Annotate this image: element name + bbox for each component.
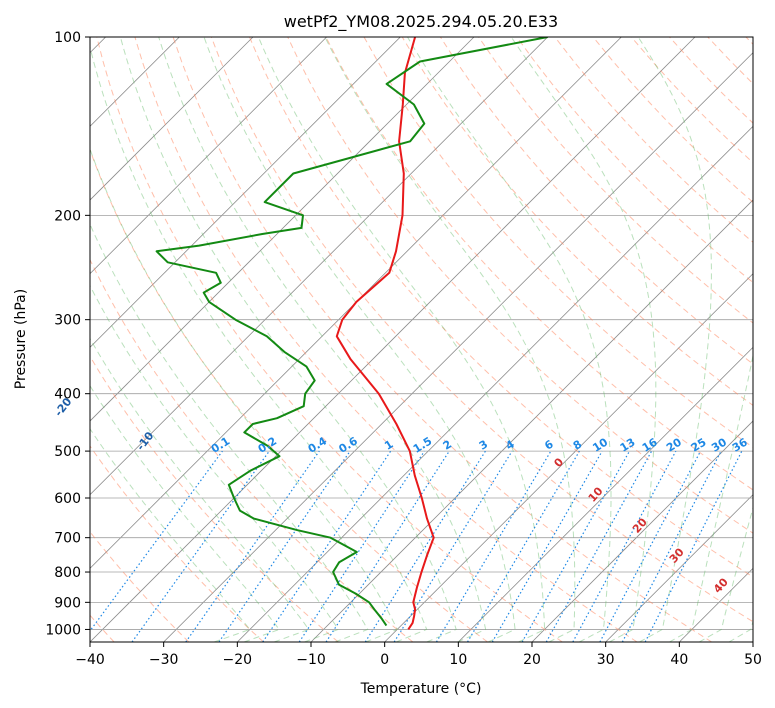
y-tick-label: 200 [54,208,81,224]
mixing-ratio-line [572,450,677,642]
isotherm-line [605,494,753,642]
chart-title: wetPf2_YM08.2025.294.05.20.E33 [284,12,558,32]
y-tick-label: 700 [54,531,81,547]
x-tick-label: 40 [670,652,688,668]
x-tick-label: −20 [223,652,253,668]
y-tick-label: 600 [54,491,81,507]
y-tick-label: 500 [54,444,81,460]
dry-adiabat-line [90,355,339,642]
mixing-ratio-line [435,450,552,642]
isotherm-line [90,37,696,642]
moist-adiabat-line [637,37,712,642]
y-tick-label: 100 [54,30,81,46]
mixing-ratio-line [185,450,320,642]
x-tick-label: 50 [744,652,762,668]
y-tick-label: 300 [54,313,81,329]
moist-adiabat-line [257,37,546,642]
x-tick-label: 10 [449,652,467,668]
moist-adiabat-line [158,37,487,642]
isotherm-line [384,273,753,642]
mixing-ratio-line [521,450,631,642]
plot-frame [89,36,754,643]
mixing-ratio-line [466,450,580,642]
x-tick-label: 30 [597,652,615,668]
y-tick-label: 900 [54,595,81,611]
y-tick-label: 400 [54,387,81,403]
dry-adiabat-line [287,37,753,534]
dry-adiabat-line [134,37,638,642]
moist-adiabat-line [407,37,612,642]
y-tick-label: 1000 [45,622,81,638]
dry-adiabat-line [210,37,753,623]
mixing-ratio-line [545,450,653,642]
isotherm-line [163,52,753,642]
dry-adiabat-line [96,37,563,642]
y-axis-label: Pressure (hPa) [13,289,29,389]
isotherm-line [531,420,753,642]
isotherm-line [90,37,548,496]
dewpoint-profile [155,37,548,627]
y-tick-label: 800 [54,565,81,581]
moist-adiabat-line [324,37,576,642]
isotherm-line [90,37,622,569]
moist-adiabat-line [90,147,398,642]
x-tick-label: 20 [523,652,541,668]
dry-adiabat-line [325,37,753,491]
moist-adiabat-line [90,44,428,642]
mixing-ratio-line [364,450,486,642]
moist-adiabat-line [90,284,340,642]
isotherm-line [310,199,753,642]
dry-adiabat-line [249,37,753,578]
moist-adiabat-line [510,37,657,642]
x-tick-label: −40 [75,652,105,668]
moist-adiabat-line [90,337,310,642]
isotherm-line [458,346,753,642]
x-tick-label: −30 [149,652,179,668]
dry-adiabat-line [90,258,414,642]
isotherm-line [90,37,475,422]
dry-adiabat-line [516,37,753,284]
moist-adiabat-line [119,37,457,642]
dry-adiabat-line [172,37,712,642]
isotherm-line [90,37,254,201]
dry-adiabat-line [90,445,264,642]
moist-adiabat-line [90,427,251,642]
mixing-ratio-line [393,450,513,642]
x-axis-label: Temperature (°C) [360,681,482,697]
mixing-ratio-line [325,450,450,642]
x-tick-label: 0 [380,652,389,668]
moist-adiabat-line [203,37,516,642]
isotherm-line [90,37,327,275]
moist-adiabat-line [90,222,369,642]
mixing-ratio-line [491,450,603,642]
moist-adiabat-line [90,384,281,642]
moist-adiabat-line [669,353,753,642]
x-tick-label: −10 [296,652,326,668]
mixing-ratio-line [218,450,351,642]
temperature-profile [335,37,435,630]
